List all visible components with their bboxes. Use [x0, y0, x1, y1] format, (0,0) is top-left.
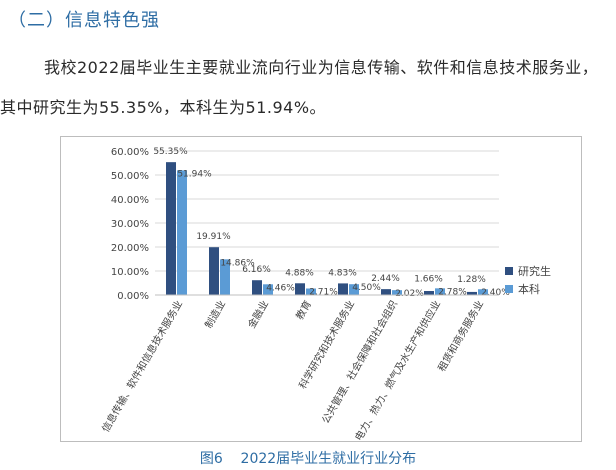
bar-undergrad — [435, 288, 445, 295]
x-tick-label: 金融业 — [245, 298, 271, 330]
data-label-undergrad: 4.50% — [352, 283, 381, 293]
data-label-undergrad: 2.71% — [309, 287, 338, 297]
data-label-grad: 2.44% — [371, 274, 400, 284]
bar-grad — [381, 289, 391, 295]
y-tick-label: 20.00% — [111, 243, 149, 254]
bar-grad — [467, 291, 477, 295]
x-tick-label: 制造业 — [202, 298, 228, 330]
y-tick-label: 10.00% — [111, 267, 149, 278]
section-title: （二）信息特色强 — [8, 10, 160, 31]
bar-grad — [252, 280, 262, 295]
chart-frame: 0.00% 10.00% 20.00% 30.00% 40.00% 50.00% 60.00… — [60, 136, 582, 442]
summary-paragraph: 我校2022届毕业生主要就业流向行业为信息传输、软件和信息技术服务业，其中研究生… — [0, 58, 599, 117]
data-label-undergrad: 2.78% — [438, 287, 467, 297]
data-label-grad: 55.35% — [153, 147, 188, 157]
data-label-undergrad: 4.46% — [266, 283, 295, 293]
bar-undergrad — [177, 170, 187, 295]
data-label-undergrad: 2.02% — [395, 289, 424, 299]
bar-undergrad — [220, 259, 230, 295]
x-tick-label: 电力、热力、燃气及水生产和供应业 — [352, 298, 443, 441]
data-label-grad: 4.83% — [328, 268, 357, 278]
bar-grad — [209, 247, 219, 295]
data-label-undergrad: 14.86% — [220, 258, 255, 268]
y-tick-label: 40.00% — [111, 195, 149, 206]
bar-grad — [295, 283, 305, 295]
bar-grad — [166, 162, 176, 295]
legend-swatch-grad — [505, 267, 513, 275]
y-tick-label: 30.00% — [111, 219, 149, 230]
legend-label: 研究生 — [518, 264, 551, 278]
bar-undergrad — [263, 284, 273, 295]
y-tick-label: 50.00% — [111, 171, 149, 182]
x-tick-label: 信息传输、软件和信息技术服务业 — [99, 298, 185, 434]
data-label-undergrad: 2.40% — [481, 288, 510, 298]
data-label-grad: 6.16% — [242, 265, 271, 275]
x-tick-label: 公共管理、社会保障和社会组织 — [319, 298, 400, 426]
data-label-grad: 1.28% — [457, 275, 486, 285]
bar-undergrad — [306, 288, 316, 295]
legend-swatch-undergrad — [505, 285, 513, 293]
industry-bar-chart: 0.00% 10.00% 20.00% 30.00% 40.00% 50.00% 60.00… — [99, 147, 551, 441]
y-tick-label: 0.00% — [117, 291, 149, 302]
bar-grad — [338, 283, 348, 295]
y-tick-label: 60.00% — [111, 147, 149, 158]
data-label-undergrad: 51.94% — [177, 169, 212, 179]
data-label-grad: 19.91% — [196, 232, 231, 242]
bar-undergrad — [478, 289, 488, 295]
x-tick-label: 租赁和商务服务业 — [435, 298, 486, 374]
bar-grad — [424, 291, 434, 295]
bar-undergrad — [349, 284, 359, 295]
x-tick-label: 教育 — [293, 298, 314, 322]
bar-undergrad — [392, 290, 402, 295]
figure-caption: 图6 2022届毕业生就业行业分布 — [199, 451, 417, 467]
data-label-grad: 4.88% — [285, 268, 314, 278]
legend-label: 本科 — [518, 282, 540, 296]
data-label-grad: 1.66% — [414, 274, 443, 284]
